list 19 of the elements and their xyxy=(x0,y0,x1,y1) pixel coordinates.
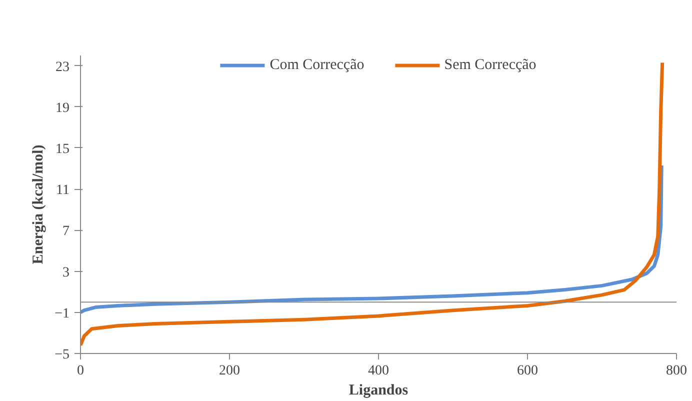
line-series xyxy=(80,164,664,314)
y-tick-label: 3 xyxy=(62,265,70,280)
x-tick-label: 200 xyxy=(219,364,240,378)
x-axis-title: Ligandos xyxy=(348,382,408,398)
legend-label: Com Correcção xyxy=(270,56,364,74)
x-tick-label: 600 xyxy=(517,364,538,378)
y-tick-label: −5 xyxy=(54,348,70,362)
x-tick-label: 0 xyxy=(77,364,84,378)
y-axis-title: Energia (kcal/mol) xyxy=(30,144,47,264)
y-tick-label: −1 xyxy=(54,306,70,322)
y-tick-label: 15 xyxy=(56,142,70,157)
y-tick-label: 23 xyxy=(56,60,70,75)
x-tick-label: 800 xyxy=(666,364,687,378)
y-tick-label: 19 xyxy=(56,100,70,116)
line-series xyxy=(80,60,664,348)
y-tick-label: 11 xyxy=(56,183,70,198)
legend-label: Sem Correcção xyxy=(444,56,536,74)
x-tick-label: 400 xyxy=(368,364,389,378)
y-tick-label: 7 xyxy=(62,224,70,240)
